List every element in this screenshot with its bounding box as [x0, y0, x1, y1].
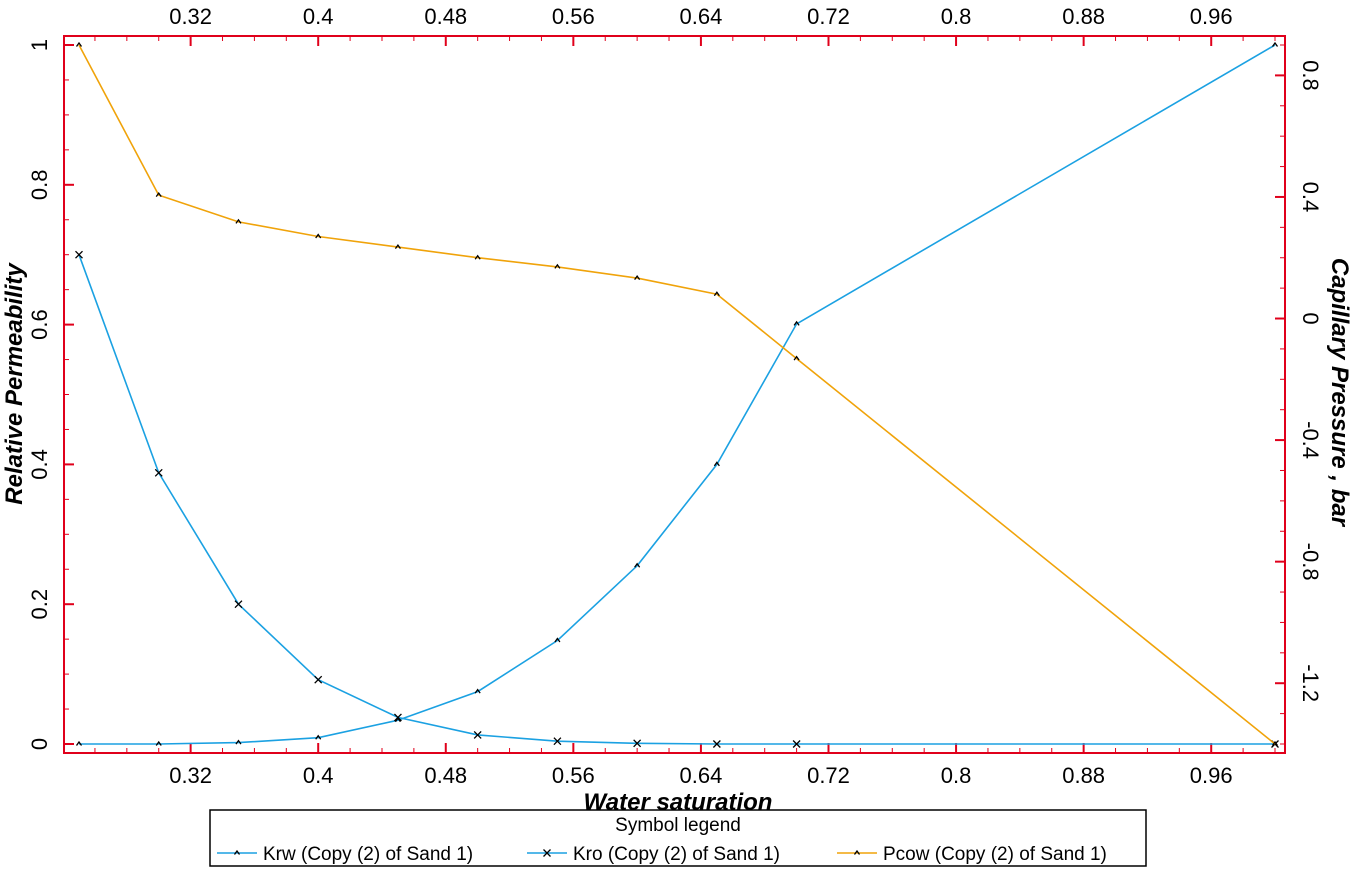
x-tick-label-bottom: 0.4 — [303, 763, 334, 788]
x-tick-label-top: 0.72 — [807, 4, 850, 29]
series-point-1 — [75, 250, 83, 259]
series-point-0 — [235, 739, 242, 745]
x-tick-label-bottom: 0.8 — [941, 763, 972, 788]
legend-marker-0 — [233, 849, 241, 855]
series-point-1 — [314, 675, 323, 684]
series-point-2 — [554, 263, 561, 269]
series-point-1 — [553, 737, 562, 746]
series-point-0 — [634, 562, 641, 568]
y2-tick-label: -0.4 — [1298, 421, 1323, 459]
y2-tick-label: -1.2 — [1298, 664, 1323, 702]
x-tick-label-top: 0.64 — [680, 4, 723, 29]
y-axis-title: Relative Permeability — [1, 262, 28, 505]
series-point-2 — [75, 41, 83, 47]
series-point-2 — [793, 355, 800, 361]
series-point-0 — [155, 740, 162, 746]
legend-box — [209, 809, 1147, 867]
series-point-1 — [792, 740, 801, 748]
x-tick-label-bottom: 0.96 — [1190, 763, 1233, 788]
series-point-2 — [474, 254, 481, 260]
y-tick-label: 0 — [27, 738, 52, 750]
x-tick-label-bottom: 0.32 — [169, 763, 212, 788]
x-tick-label-top: 0.4 — [303, 4, 334, 29]
series-point-0 — [554, 637, 561, 643]
legend-label-0: Krw (Copy (2) of Sand 1) — [263, 844, 473, 865]
series-point-2 — [394, 243, 401, 249]
series-point-2 — [315, 233, 322, 239]
y-tick-label: 1 — [27, 39, 52, 51]
y2-tick-label: 0.4 — [1298, 182, 1323, 213]
series-line-1 — [78, 254, 1275, 745]
x-tick-label-bottom: 0.56 — [552, 763, 595, 788]
y2-tick-label: 0.8 — [1298, 60, 1323, 91]
x-tick-label-top: 0.96 — [1190, 4, 1233, 29]
series-point-1 — [234, 600, 243, 609]
series-line-2 — [78, 44, 1276, 745]
series-point-2 — [1271, 740, 1279, 746]
x-tick-label-bottom: 0.72 — [807, 763, 850, 788]
series-point-0 — [713, 461, 720, 467]
legend-title: Symbol legend — [615, 815, 741, 836]
series-line-0 — [79, 44, 1276, 745]
x-tick-label-top: 0.48 — [424, 4, 467, 29]
series-point-2 — [634, 274, 641, 280]
series-point-0 — [1271, 41, 1279, 47]
plot-frame — [63, 35, 1286, 754]
series-point-0 — [315, 734, 322, 740]
legend-label-1: Kro (Copy (2) of Sand 1) — [573, 844, 780, 865]
series-point-1 — [154, 468, 163, 477]
x-tick-label-bottom: 0.48 — [424, 763, 467, 788]
y-tick-label: 0.4 — [27, 449, 52, 480]
series-point-0 — [793, 320, 800, 326]
x-tick-label-top: 0.8 — [941, 4, 972, 29]
y2-tick-label: -0.8 — [1298, 543, 1323, 581]
x-tick-label-bottom: 0.64 — [680, 763, 723, 788]
x-tick-label-bottom: 0.88 — [1062, 763, 1105, 788]
y-tick-label: 0.8 — [27, 170, 52, 201]
series-point-0 — [75, 740, 83, 746]
x-tick-label-top: 0.88 — [1062, 4, 1105, 29]
series-point-1 — [633, 739, 642, 748]
x-tick-label-top: 0.32 — [169, 4, 212, 29]
legend-label-2: Pcow (Copy (2) of Sand 1) — [883, 844, 1107, 865]
y-tick-label: 0.2 — [27, 589, 52, 620]
series-point-1 — [473, 730, 482, 739]
y-tick-label: 0.6 — [27, 309, 52, 340]
legend-marker-1 — [543, 849, 551, 857]
series-point-1 — [393, 713, 402, 722]
series-point-2 — [713, 291, 720, 297]
series-point-2 — [155, 192, 162, 198]
x-tick-label-top: 0.56 — [552, 4, 595, 29]
y2-tick-label: 0 — [1298, 312, 1323, 324]
series-point-0 — [474, 688, 481, 694]
y2-axis-title: Capillary Pressure , bar — [1326, 258, 1353, 528]
series-point-2 — [235, 218, 242, 224]
legend-marker-2 — [853, 849, 861, 855]
series-point-1 — [712, 740, 721, 748]
